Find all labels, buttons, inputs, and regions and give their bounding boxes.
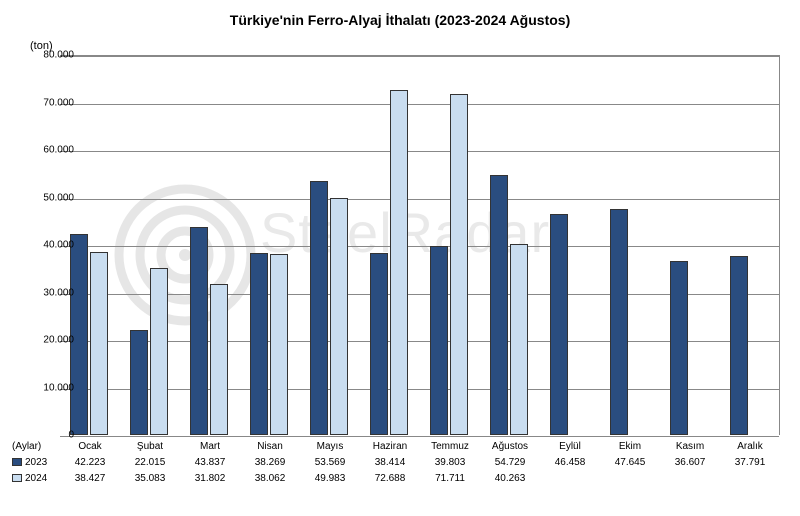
row-header-months: (Aylar) — [0, 441, 60, 452]
ytick-label: 30.000 — [43, 287, 74, 298]
legend-swatch — [12, 474, 22, 482]
data-cell: 38.414 — [360, 457, 420, 468]
gridline — [60, 56, 779, 57]
data-cell: 35.083 — [120, 473, 180, 484]
data-cell: 38.062 — [240, 473, 300, 484]
data-cell: 49.983 — [300, 473, 360, 484]
bar-2023 — [610, 209, 628, 435]
bar-2023 — [430, 246, 448, 435]
month-label: Ağustos — [480, 441, 540, 452]
ytick-label: 20.000 — [43, 335, 74, 346]
data-cell: 39.803 — [420, 457, 480, 468]
bar-2024 — [330, 198, 348, 435]
gridline — [60, 199, 779, 200]
ytick-label: 40.000 — [43, 240, 74, 251]
month-label: Mart — [180, 441, 240, 452]
data-cell: 53.569 — [300, 457, 360, 468]
data-cell: 38.427 — [60, 473, 120, 484]
bar-2023 — [490, 175, 508, 435]
gridline — [60, 246, 779, 247]
gridline — [60, 436, 779, 437]
ytick-label: 10.000 — [43, 382, 74, 393]
data-cell: 71.711 — [420, 473, 480, 484]
bar-2023 — [310, 181, 328, 435]
data-cell: 37.791 — [720, 457, 780, 468]
data-cell: 31.802 — [180, 473, 240, 484]
data-cell: 42.223 — [60, 457, 120, 468]
bar-2024 — [210, 284, 228, 435]
legend-swatch — [12, 458, 22, 466]
month-label: Aralık — [720, 441, 780, 452]
month-label: Mayıs — [300, 441, 360, 452]
ytick-label: 50.000 — [43, 192, 74, 203]
bar-2023 — [550, 214, 568, 435]
bar-2024 — [510, 244, 528, 435]
table-row: 2024 38.42735.08331.80238.06249.98372.688… — [0, 470, 780, 486]
month-label: Şubat — [120, 441, 180, 452]
series-name: 2023 — [25, 457, 47, 468]
series-name: 2024 — [25, 473, 47, 484]
month-label: Kasım — [660, 441, 720, 452]
gridline — [60, 104, 779, 105]
series-label: 2023 — [0, 457, 60, 468]
bar-2023 — [130, 330, 148, 435]
month-label: Temmuz — [420, 441, 480, 452]
data-cell: 38.269 — [240, 457, 300, 468]
ytick-label: 70.000 — [43, 97, 74, 108]
bar-2024 — [450, 94, 468, 435]
ytick-label: 80.000 — [43, 50, 74, 61]
month-label: Nisan — [240, 441, 300, 452]
bar-2023 — [190, 227, 208, 435]
month-label: Haziran — [360, 441, 420, 452]
bar-2023 — [370, 253, 388, 435]
data-cell: 36.607 — [660, 457, 720, 468]
bar-2024 — [90, 252, 108, 435]
month-label: Eylül — [540, 441, 600, 452]
chart-container: Türkiye'nin Ferro-Alyaj İthalatı (2023-2… — [0, 0, 800, 516]
data-cell: 43.837 — [180, 457, 240, 468]
bar-2023 — [730, 256, 748, 436]
plot-area — [60, 55, 780, 435]
data-table: (Aylar)OcakŞubatMartNisanMayısHaziranTem… — [0, 438, 780, 486]
data-cell: 72.688 — [360, 473, 420, 484]
month-label: Ocak — [60, 441, 120, 452]
data-cell: 54.729 — [480, 457, 540, 468]
data-cell: 40.263 — [480, 473, 540, 484]
chart-title: Türkiye'nin Ferro-Alyaj İthalatı (2023-2… — [0, 12, 800, 28]
month-label: Ekim — [600, 441, 660, 452]
ytick-label: 60.000 — [43, 145, 74, 156]
bar-2024 — [150, 268, 168, 435]
bar-2023 — [250, 253, 268, 435]
table-header-row: (Aylar)OcakŞubatMartNisanMayısHaziranTem… — [0, 438, 780, 454]
data-cell: 46.458 — [540, 457, 600, 468]
bar-2024 — [390, 90, 408, 435]
table-row: 2023 42.22322.01543.83738.26953.56938.414… — [0, 454, 780, 470]
bar-2023 — [670, 261, 688, 435]
data-cell: 22.015 — [120, 457, 180, 468]
series-label: 2024 — [0, 473, 60, 484]
ytick-label: 0 — [68, 430, 74, 441]
bar-2024 — [270, 254, 288, 435]
data-cell: 47.645 — [600, 457, 660, 468]
gridline — [60, 151, 779, 152]
